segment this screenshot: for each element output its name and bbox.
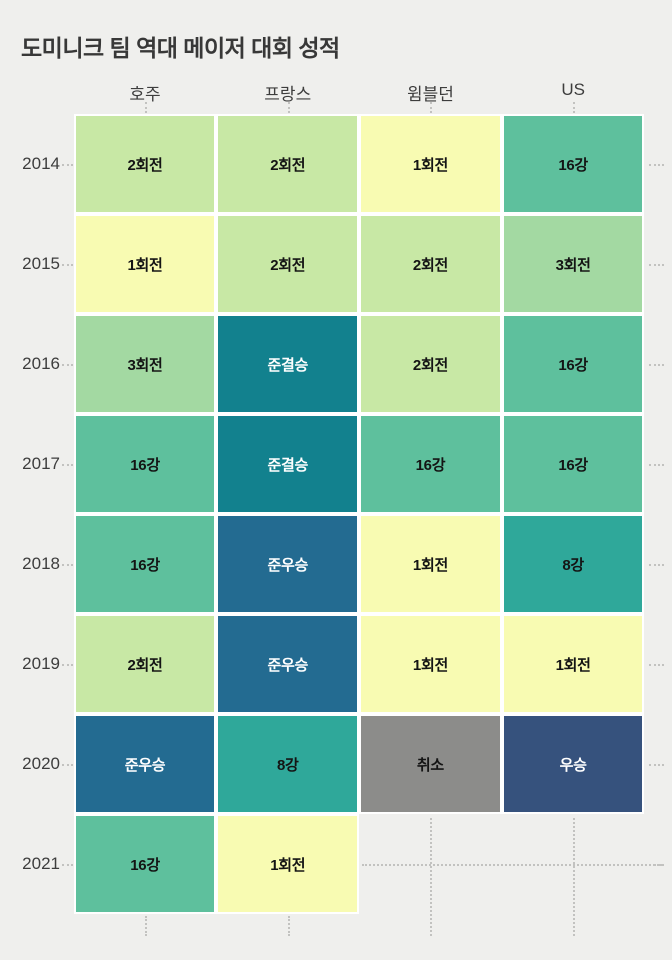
grid-tick xyxy=(430,102,433,113)
grid-tick xyxy=(362,864,662,866)
heatmap-cell: 2회전 xyxy=(73,114,217,214)
heatmap-cell: 1회전 xyxy=(359,614,502,714)
grid-tick xyxy=(145,102,148,113)
grid-tick xyxy=(649,264,664,266)
grid-tick xyxy=(649,664,664,666)
heatmap-cell: 16강 xyxy=(359,414,502,514)
heatmap-cell: 우승 xyxy=(501,714,645,814)
page-title: 도미니크 팀 역대 메이저 대회 성적 xyxy=(21,35,340,61)
heatmap-cell: 취소 xyxy=(359,714,502,814)
grid-tick xyxy=(649,564,664,566)
heatmap-cell: 3회전 xyxy=(73,314,217,414)
heatmap-cell: 8강 xyxy=(501,514,645,614)
heatmap-cell: 1회전 xyxy=(216,814,360,914)
grid-tick xyxy=(62,464,73,466)
heatmap-cell: 준우승 xyxy=(73,714,217,814)
heatmap-cell: 16강 xyxy=(73,814,217,914)
column-header: 윔블던 xyxy=(406,85,454,104)
grid-tick xyxy=(573,102,576,113)
grid-tick xyxy=(573,818,576,936)
heatmap-cell: 16강 xyxy=(501,314,645,414)
heatmap-cell: 준우승 xyxy=(216,514,360,614)
heatmap-cell: 16강 xyxy=(73,514,217,614)
heatmap-cell: 2회전 xyxy=(73,614,217,714)
heatmap-cell: 준결승 xyxy=(216,414,360,514)
grid-tick xyxy=(62,564,73,566)
year-label: 2016 xyxy=(22,354,60,373)
grid-tick xyxy=(649,164,664,166)
year-label: 2019 xyxy=(22,654,60,673)
heatmap-cell: 16강 xyxy=(73,414,217,514)
heatmap-cell: 1회전 xyxy=(73,214,217,314)
heatmap-cell: 16강 xyxy=(501,414,645,514)
heatmap-cell: 1회전 xyxy=(359,514,502,614)
grid-tick xyxy=(62,864,73,866)
heatmap-cell: 2회전 xyxy=(216,214,360,314)
grid-tick xyxy=(287,102,290,113)
grid-tick xyxy=(649,464,664,466)
heatmap-cell: 준우승 xyxy=(216,614,360,714)
grid-tick xyxy=(145,916,148,936)
heatmap-cell: 준결승 xyxy=(216,314,360,414)
grid-tick xyxy=(62,664,73,666)
heatmap-cell: 8강 xyxy=(216,714,360,814)
year-label: 2014 xyxy=(22,154,60,173)
grid-tick xyxy=(62,164,73,166)
heatmap-cell: 2회전 xyxy=(359,314,502,414)
heatmap-cell: 1회전 xyxy=(501,614,645,714)
year-label: 2021 xyxy=(22,854,60,873)
year-label: 2018 xyxy=(22,554,60,573)
heatmap-cell: 16강 xyxy=(501,114,645,214)
column-header: 호주 xyxy=(129,85,161,104)
grid-tick xyxy=(62,764,73,766)
heatmap-cell: 3회전 xyxy=(501,214,645,314)
grid-tick xyxy=(62,264,73,266)
grid-tick xyxy=(62,364,73,366)
heatmap-cell: 2회전 xyxy=(216,114,360,214)
heatmap-cell: 1회전 xyxy=(359,114,502,214)
grid-tick xyxy=(649,764,664,766)
heatmap-cell: 2회전 xyxy=(359,214,502,314)
year-label: 2020 xyxy=(22,754,60,773)
column-header: 프랑스 xyxy=(264,85,312,104)
year-label: 2017 xyxy=(22,454,60,473)
grid-tick xyxy=(430,818,433,936)
year-label: 2015 xyxy=(22,254,60,273)
grid-tick xyxy=(287,916,290,936)
column-header: US xyxy=(561,80,585,99)
grid-tick xyxy=(649,364,664,366)
